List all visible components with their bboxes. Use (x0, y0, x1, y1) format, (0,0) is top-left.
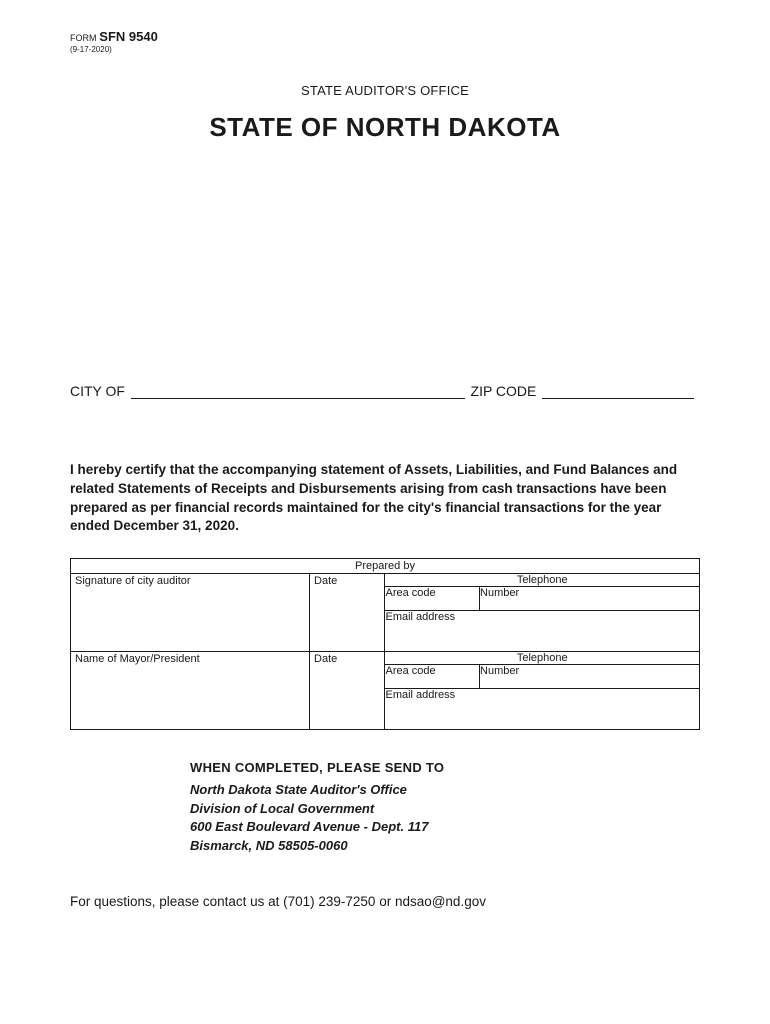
signature-auditor-label: Signature of city auditor (71, 574, 309, 587)
send-line-3: 600 East Boulevard Avenue - Dept. 117 (190, 818, 700, 837)
auditor-area-code-cell[interactable]: Area code (385, 586, 479, 610)
signature-auditor-cell[interactable]: Signature of city auditor (71, 573, 310, 651)
mayor-number-cell[interactable]: Number (480, 664, 699, 688)
prepared-by-table: Prepared by Signature of city auditor Da… (70, 558, 700, 730)
send-to-block: WHEN COMPLETED, PLEASE SEND TO North Dak… (190, 760, 700, 856)
mayor-contact-cell: Telephone Area code Number Email address (385, 651, 700, 729)
prepared-by-header: Prepared by (71, 558, 700, 573)
send-line-2: Division of Local Government (190, 800, 700, 819)
auditor-date-cell[interactable]: Date (310, 573, 385, 651)
form-label: FORM (70, 33, 97, 43)
mayor-name-cell[interactable]: Name of Mayor/President (71, 651, 310, 729)
email-label: Email address (385, 611, 455, 623)
auditor-contact-cell: Telephone Area code Number Email address (385, 573, 700, 651)
certification-paragraph: I hereby certify that the accompanying s… (70, 461, 700, 536)
mayor-date-cell[interactable]: Date (310, 651, 385, 729)
zip-blank[interactable] (542, 384, 694, 399)
mayor-date-label: Date (310, 652, 384, 665)
form-number: SFN 9540 (99, 29, 158, 44)
mayor-area-code-cell[interactable]: Area code (385, 664, 479, 688)
mayor-email-cell[interactable]: Email address (385, 688, 699, 716)
send-line-1: North Dakota State Auditor's Office (190, 781, 700, 800)
area-code-label: Area code (385, 587, 435, 599)
send-line-4: Bismarck, ND 58505-0060 (190, 837, 700, 856)
area-code-label-2: Area code (385, 665, 435, 677)
city-zip-row: CITY OF ZIP CODE (70, 383, 700, 399)
mayor-name-label: Name of Mayor/President (71, 652, 309, 665)
form-header: FORM SFN 9540 (9-17-2020) (70, 30, 700, 55)
number-label-2: Number (480, 665, 519, 677)
number-label: Number (480, 587, 519, 599)
auditor-email-cell[interactable]: Email address (385, 610, 699, 638)
send-to-title: WHEN COMPLETED, PLEASE SEND TO (190, 760, 700, 775)
auditor-date-label: Date (310, 574, 384, 587)
email-label-2: Email address (385, 689, 455, 701)
form-date: (9-17-2020) (70, 45, 112, 54)
city-of-label: CITY OF (70, 383, 125, 399)
office-name: STATE AUDITOR'S OFFICE (70, 83, 700, 98)
auditor-telephone-header: Telephone (385, 574, 699, 587)
auditor-number-cell[interactable]: Number (480, 586, 699, 610)
zip-code-label: ZIP CODE (471, 383, 537, 399)
mayor-telephone-header: Telephone (385, 652, 699, 665)
form-page: FORM SFN 9540 (9-17-2020) STATE AUDITOR'… (0, 0, 770, 949)
contact-line: For questions, please contact us at (701… (70, 894, 700, 909)
city-blank[interactable] (131, 384, 465, 399)
state-title: STATE OF NORTH DAKOTA (70, 112, 700, 143)
